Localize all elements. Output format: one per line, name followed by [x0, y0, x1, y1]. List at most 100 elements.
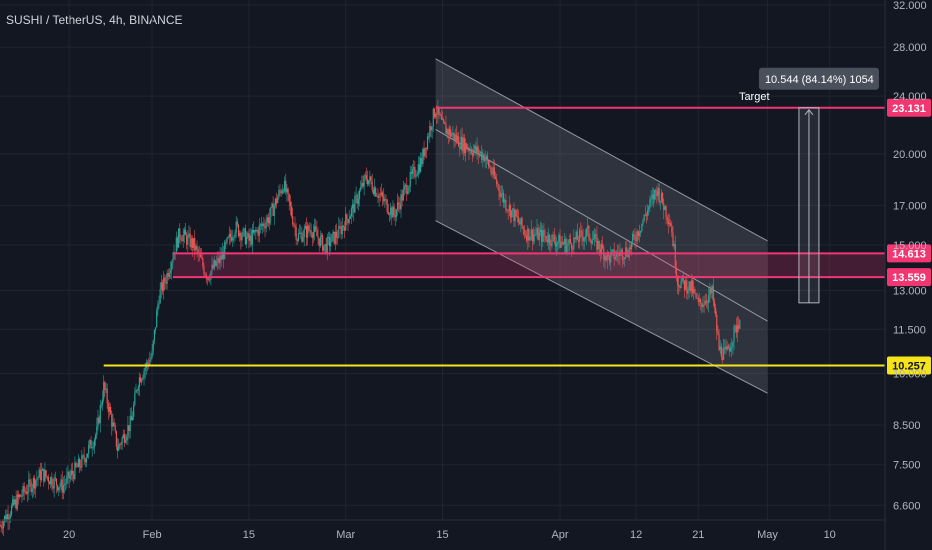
candle-body — [252, 229, 255, 233]
candle-body — [361, 182, 363, 188]
candle-634 — [729, 342, 732, 352]
candle-332 — [381, 190, 384, 207]
candle-454 — [522, 225, 524, 236]
candle-345 — [396, 193, 399, 216]
price-levels[interactable]: 23.131 14.613 13.559 10.257 — [103, 98, 931, 375]
candle-447 — [514, 208, 516, 228]
candle-body — [107, 403, 109, 412]
candle-body — [385, 199, 387, 200]
candle-body — [478, 153, 480, 155]
candle-4 — [4, 515, 6, 527]
candle-body — [191, 238, 194, 248]
candle-211 — [242, 226, 244, 238]
candle-354 — [407, 185, 409, 196]
descending-channel[interactable] — [435, 58, 768, 394]
time-axis[interactable]: 20 Feb 15 Mar 15 Apr 12 21 May 10 — [0, 519, 885, 541]
candle-394 — [453, 132, 455, 149]
candle-body — [244, 228, 247, 245]
candle-510 — [587, 218, 589, 237]
candle-61 — [69, 469, 71, 483]
candle-body — [657, 187, 659, 197]
candle-body — [57, 485, 59, 491]
candle-419 — [482, 149, 484, 168]
candle-body — [629, 247, 631, 250]
candle-body — [482, 154, 484, 160]
candle-371 — [426, 133, 429, 151]
candle-610 — [702, 296, 704, 313]
candle-110 — [126, 433, 128, 445]
candle-630 — [725, 339, 727, 355]
candle-body — [417, 164, 419, 175]
candle-562 — [647, 204, 649, 221]
candle-body — [515, 210, 517, 217]
candle-612 — [704, 293, 706, 306]
candle-18 — [20, 494, 22, 498]
candle-429 — [493, 160, 495, 180]
candle-295 — [339, 219, 341, 229]
price-tick-0: 32.000 — [893, 0, 927, 12]
candle-body — [463, 137, 465, 154]
candle-body — [603, 248, 605, 261]
candle-638 — [734, 324, 736, 333]
candle-body — [195, 245, 197, 251]
candle-517 — [595, 229, 597, 243]
candle-body — [567, 242, 569, 246]
candle-body — [491, 172, 493, 175]
candle-body — [259, 224, 262, 226]
candle-139 — [159, 282, 161, 304]
candle-360 — [414, 160, 416, 180]
channel-fill — [435, 58, 768, 394]
target-projection[interactable]: Target 10.544 (84.14%) 1054 — [739, 67, 879, 304]
candle-body — [675, 267, 678, 278]
candle-body — [68, 471, 70, 479]
time-tick-6: 12 — [630, 529, 642, 541]
candle-body — [171, 262, 173, 271]
candle-292 — [335, 223, 338, 245]
candle-352 — [405, 183, 407, 194]
candle-149 — [171, 260, 173, 280]
candle-body — [222, 252, 225, 260]
candle-body — [710, 288, 712, 294]
candle-224 — [257, 227, 259, 242]
price-axis[interactable]: 32.000 28.000 24.000 20.000 17.000 15.000 13.0… — [884, 0, 927, 550]
candle-body — [227, 237, 229, 238]
candle-body — [127, 425, 129, 437]
candle-body — [135, 390, 137, 393]
candle-body — [622, 259, 625, 260]
candle-96 — [110, 403, 112, 415]
candle-body — [582, 236, 584, 242]
candle-body — [376, 195, 378, 197]
candle-body — [688, 281, 690, 291]
candle-body — [626, 247, 628, 255]
candle-635 — [731, 338, 733, 358]
candle-body — [287, 188, 289, 194]
candle-body — [27, 491, 29, 494]
candle-body — [592, 238, 595, 240]
candle-42 — [47, 474, 49, 490]
candle-body — [395, 209, 398, 218]
candle-body — [554, 241, 557, 247]
candle-body — [123, 434, 126, 443]
candle-body — [93, 439, 96, 447]
candle-268 — [308, 223, 310, 233]
candle-body — [182, 234, 184, 242]
candle-body — [43, 468, 45, 482]
candle-33 — [37, 476, 39, 487]
candle-396 — [455, 125, 457, 145]
candles — [0, 99, 741, 536]
candle-body — [311, 234, 313, 238]
candle-body — [136, 390, 138, 392]
candle-body — [649, 199, 651, 207]
candle-43 — [48, 480, 51, 485]
candle-body — [219, 255, 221, 264]
candle-body — [114, 425, 116, 432]
candle-390 — [448, 124, 451, 143]
candle-568 — [653, 189, 656, 204]
candle-body — [674, 243, 676, 268]
candle-body — [229, 233, 232, 238]
candle-body — [106, 388, 108, 404]
candle-body — [492, 167, 494, 175]
candle-632 — [727, 343, 729, 349]
candle-body — [10, 505, 13, 516]
